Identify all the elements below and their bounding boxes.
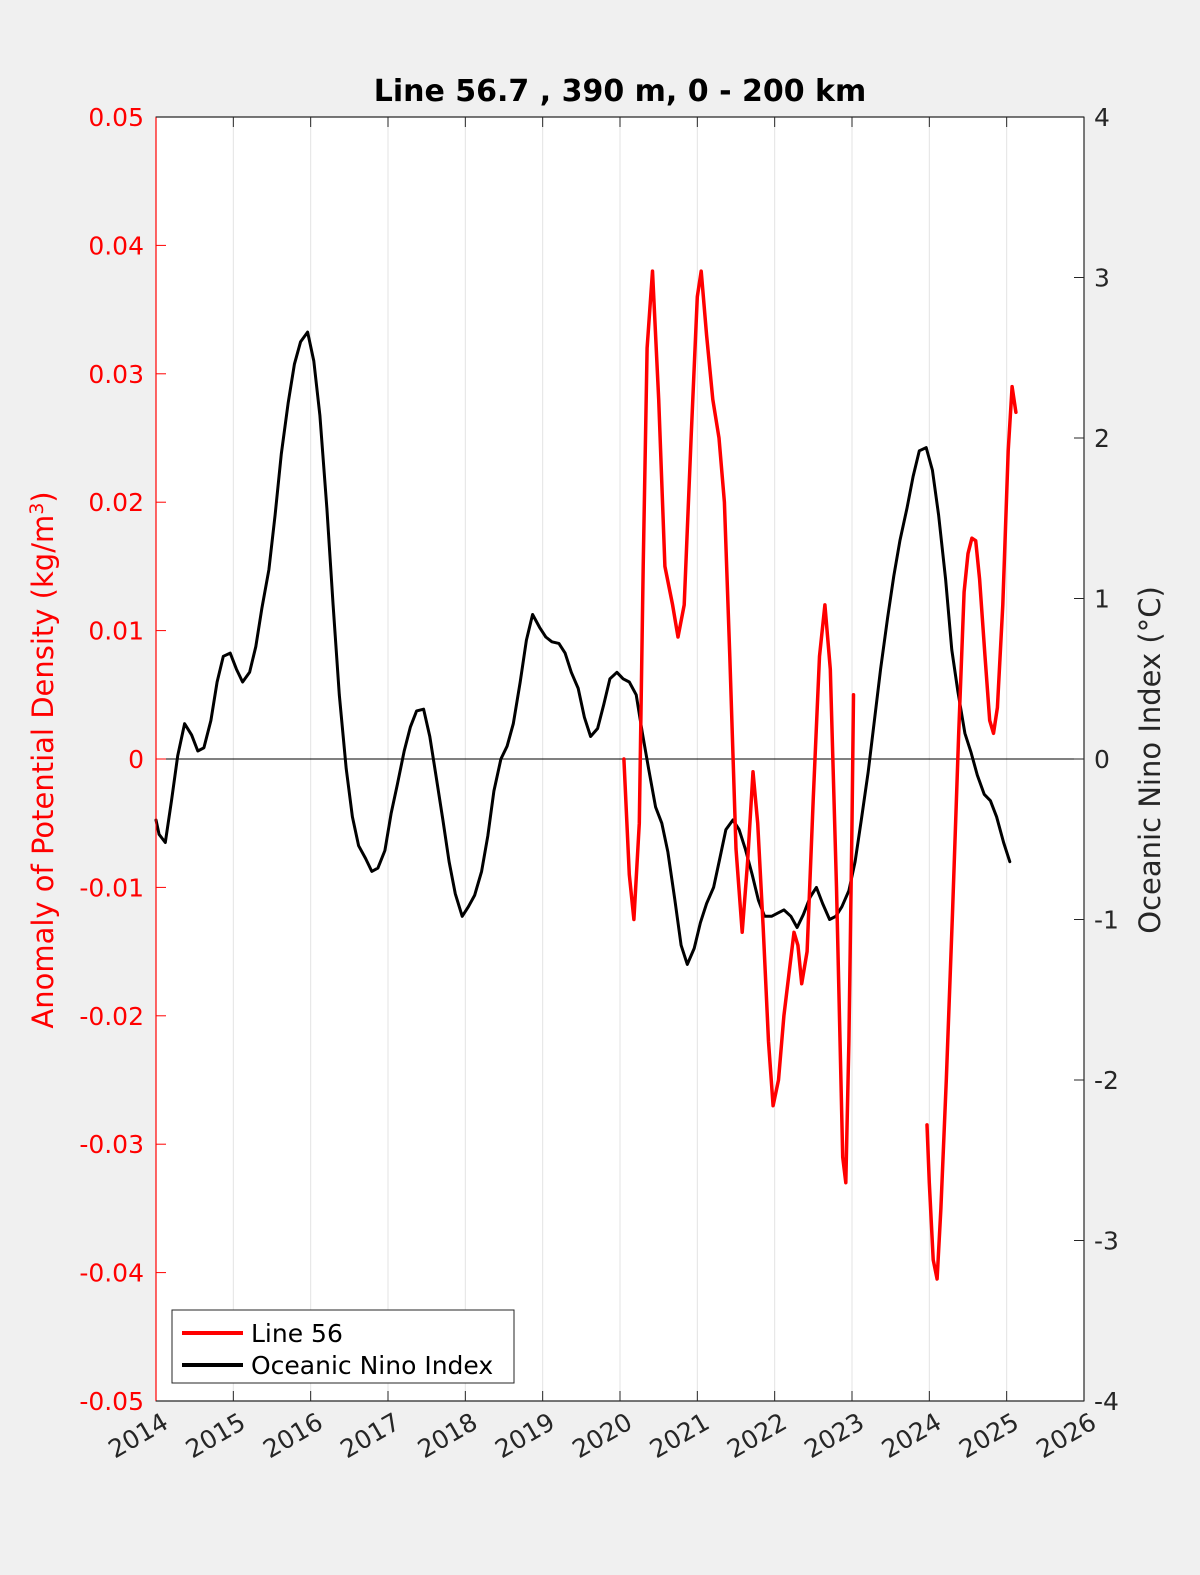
legend-label-line56: Line 56 xyxy=(251,1319,343,1348)
y-axis-left-label-close: ) xyxy=(26,491,60,502)
y-left-tick-label: 0 xyxy=(128,745,144,774)
chart-title: Line 56.7 , 390 m, 0 - 200 km xyxy=(374,74,867,109)
series-oni-segment-0 xyxy=(154,330,1012,966)
y-axis-left-label-superscript: 3 xyxy=(26,503,48,515)
series-line56-segment-1 xyxy=(925,384,1018,1281)
y-right-tick-label: 4 xyxy=(1094,103,1110,132)
y-left-tick-label: 0.03 xyxy=(88,360,144,389)
y-right-tick-label: -4 xyxy=(1094,1387,1119,1416)
y-right-tick-label: 1 xyxy=(1094,585,1110,614)
y-right-tick-label: 3 xyxy=(1094,264,1110,293)
y-left-tick-label: 0.04 xyxy=(88,231,144,260)
y-left-tick-label: -0.05 xyxy=(79,1387,144,1416)
y-right-tick-label: -3 xyxy=(1094,1227,1119,1256)
y-axis-left-label: Anomaly of Potential Density (kg/m3) xyxy=(26,491,60,1028)
y-right-tick-label: 0 xyxy=(1094,745,1110,774)
y-left-tick-label: -0.02 xyxy=(79,1002,144,1031)
legend-box xyxy=(171,1309,515,1384)
y-right-tick-label: 2 xyxy=(1094,424,1110,453)
y-left-tick-label: 0.02 xyxy=(88,488,144,517)
y-axis-right-label: Oceanic Nino Index (°C) xyxy=(1133,586,1167,934)
y-left-tick-label: -0.04 xyxy=(79,1259,144,1288)
y-left-tick-label: 0.05 xyxy=(88,103,144,132)
y-left-tick-label: -0.01 xyxy=(79,873,144,902)
legend-label-oni: Oceanic Nino Index xyxy=(251,1351,493,1380)
y-left-tick-label: -0.03 xyxy=(79,1130,144,1159)
y-right-tick-label: -2 xyxy=(1094,1066,1119,1095)
y-right-tick-label: -1 xyxy=(1094,906,1119,935)
series-line56-segment-0 xyxy=(622,269,856,1185)
legend: Line 56 Oceanic Nino Index xyxy=(171,1309,515,1384)
y-axis-left-label-text: Anomaly of Potential Density (kg/m xyxy=(26,515,60,1029)
y-left-tick-label: 0.01 xyxy=(88,617,144,646)
series-layer xyxy=(154,269,1018,1281)
